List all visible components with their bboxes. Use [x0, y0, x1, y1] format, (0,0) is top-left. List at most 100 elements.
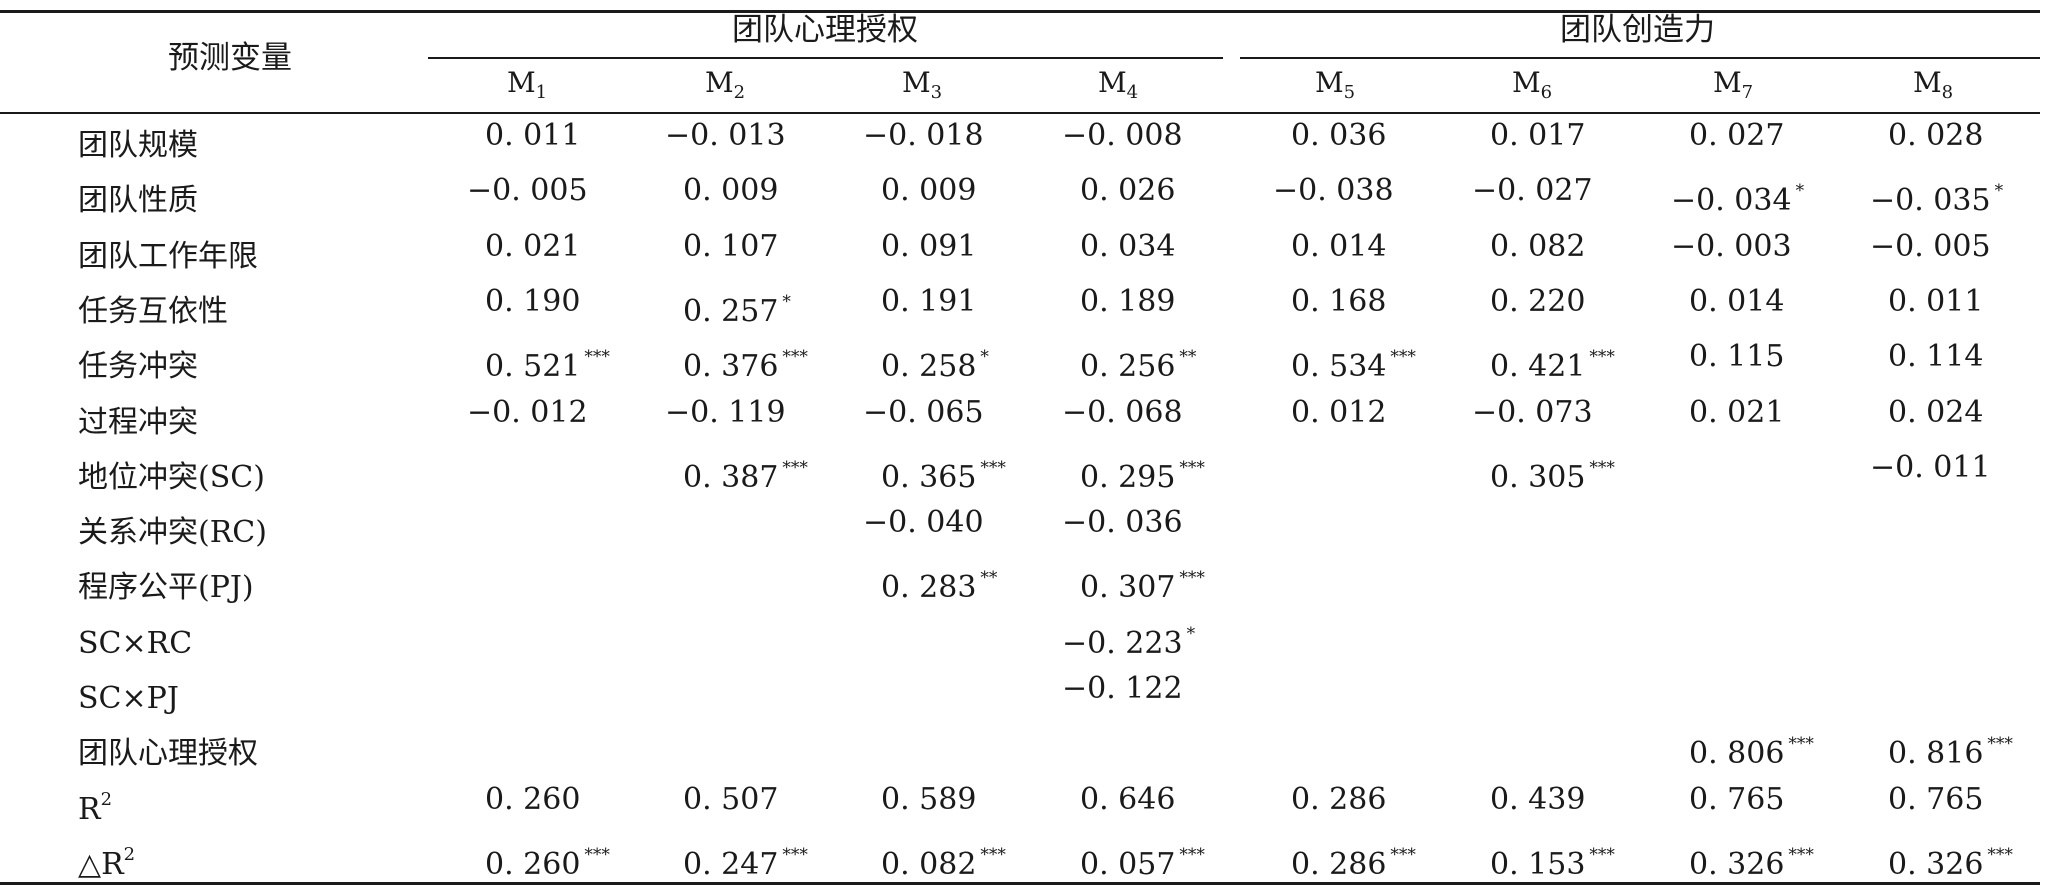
model-header-sub: 2 [733, 82, 746, 103]
row-label-text: 关系冲突(RC) [78, 515, 267, 550]
cell-value: 0. 034 [1080, 229, 1176, 264]
table-cell: 0. 017 [1490, 118, 1690, 154]
model-header-1: M1 [447, 66, 607, 110]
row-label: △R2 [78, 837, 135, 883]
significance-mark: *** [1788, 734, 1814, 754]
row-label-text: 团队性质 [78, 183, 198, 218]
cell-value: −0. 065 [863, 395, 984, 430]
table-cell: −0. 223 * [1062, 616, 1262, 662]
significance-mark: *** [1390, 845, 1416, 865]
model-header-8: M8 [1853, 66, 2013, 110]
table-cell: 0. 026 [1080, 173, 1280, 209]
cell-value: −0. 008 [1062, 118, 1183, 153]
table-cell: −0. 073 [1472, 395, 1672, 431]
table-cell: 0. 011 [1888, 284, 2048, 320]
row-label: 团队工作年限 [78, 229, 258, 275]
table-cell: 0. 091 [881, 229, 1081, 265]
significance-mark: *** [782, 458, 808, 478]
table-cell: −0. 035 * [1870, 173, 2048, 219]
significance-mark: *** [1987, 734, 2013, 754]
header-rule [0, 112, 2040, 114]
table-cell: 0. 286 *** [1291, 837, 1491, 883]
table-cell: 0. 260 [485, 782, 685, 818]
model-header-sub: 1 [535, 82, 548, 103]
cell-value: 0. 534 [1291, 349, 1387, 384]
table-cell: 0. 521 *** [485, 339, 685, 385]
cell-value: 0. 507 [683, 782, 779, 817]
table-cell: 0. 028 [1888, 118, 2048, 154]
cell-value: 0. 326 [1888, 847, 1984, 882]
table-cell: 0. 009 [683, 173, 883, 209]
row-label: 团队性质 [78, 173, 198, 219]
significance-mark: * [1795, 181, 1805, 201]
group-header-creativity: 团队创造力 [1560, 12, 1715, 48]
table-cell: 0. 365 *** [881, 450, 1081, 496]
table-cell: 0. 191 [881, 284, 1081, 320]
cell-value: 0. 036 [1291, 118, 1387, 153]
row-label: SC×PJ [78, 671, 179, 717]
row-label-text: SC×PJ [78, 681, 179, 716]
table-cell: 0. 014 [1291, 229, 1491, 265]
significance-mark: * [1186, 624, 1196, 644]
model-header-sub: 8 [1941, 82, 1954, 103]
cell-value: −0. 036 [1062, 505, 1183, 540]
cell-value: −0. 035 [1870, 183, 1991, 218]
table-cell: −0. 038 [1273, 173, 1473, 209]
table-cell: 0. 326 *** [1689, 837, 1889, 883]
table-cell: 0. 257 * [683, 284, 883, 330]
table-cell: −0. 122 [1062, 671, 1262, 707]
cell-value: 0. 307 [1080, 570, 1176, 605]
cell-value: 0. 115 [1689, 339, 1785, 374]
cell-value: 0. 009 [881, 173, 977, 208]
significance-mark: * [1994, 181, 2004, 201]
cell-value: 0. 257 [683, 294, 779, 329]
model-header-base: M [704, 66, 734, 99]
significance-mark: *** [980, 845, 1006, 865]
cell-value: −0. 018 [863, 118, 984, 153]
cell-value: 0. 646 [1080, 782, 1176, 817]
model-header-5: M5 [1255, 66, 1415, 110]
cell-value: 0. 421 [1490, 349, 1586, 384]
cell-value: 0. 189 [1080, 284, 1176, 319]
table-cell: 0. 765 [1689, 782, 1889, 818]
significance-mark: ** [980, 568, 998, 588]
table-cell: 0. 816 *** [1888, 726, 2048, 772]
cell-value: 0. 439 [1490, 782, 1586, 817]
row-label: 任务冲突 [78, 339, 198, 385]
model-header-base: M [1097, 66, 1127, 99]
cell-value: 0. 107 [683, 229, 779, 264]
cell-value: 0. 027 [1689, 118, 1785, 153]
significance-mark: * [980, 347, 989, 367]
model-header-7: M7 [1653, 66, 1813, 110]
cell-value: −0. 122 [1062, 671, 1183, 706]
cell-value: 0. 286 [1291, 782, 1387, 817]
model-header-3: M3 [842, 66, 1002, 110]
row-label: 程序公平(PJ) [78, 560, 254, 606]
table-cell: 0. 439 [1490, 782, 1690, 818]
table-cell: 0. 247 *** [683, 837, 883, 883]
predictor-header: 预测变量 [168, 40, 292, 76]
cell-value: 0. 091 [881, 229, 977, 264]
cell-value: 0. 521 [485, 349, 581, 384]
significance-mark: *** [1589, 845, 1615, 865]
table-cell: 0. 021 [485, 229, 685, 265]
table-cell: −0. 036 [1062, 505, 1262, 541]
top-rule [0, 10, 2040, 13]
cell-value: 0. 247 [683, 847, 779, 882]
cell-value: 0. 260 [485, 847, 581, 882]
row-label: 地位冲突(SC) [78, 450, 265, 496]
cell-value: 0. 220 [1490, 284, 1586, 319]
significance-mark: *** [1179, 568, 1205, 588]
cell-value: 0. 026 [1080, 173, 1176, 208]
row-label-text: △R [78, 847, 124, 882]
table-cell: 0. 024 [1888, 395, 2048, 431]
table-cell: 0. 260 *** [485, 837, 685, 883]
row-label-text: 任务互依性 [78, 294, 228, 329]
table-cell: 0. 286 [1291, 782, 1491, 818]
cell-value: 0. 286 [1291, 847, 1387, 882]
model-header-base: M [1712, 66, 1742, 99]
table-cell: −0. 018 [863, 118, 1063, 154]
group-rule-empowerment [428, 57, 1223, 59]
table-cell: 0. 168 [1291, 284, 1491, 320]
